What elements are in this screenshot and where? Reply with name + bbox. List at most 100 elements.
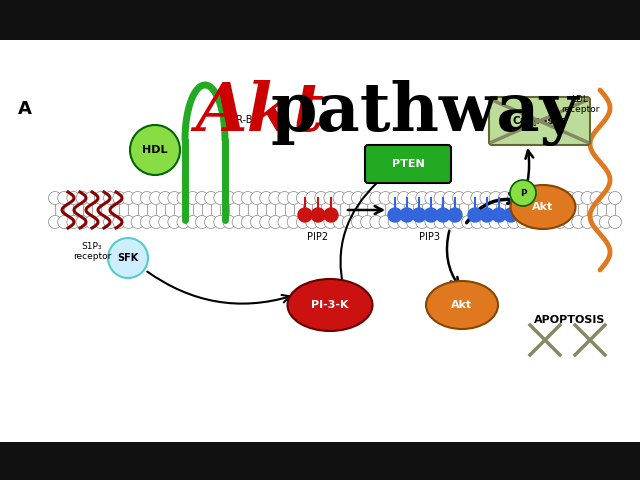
Text: PIP3: PIP3 (419, 232, 440, 242)
Circle shape (448, 208, 462, 222)
Circle shape (305, 192, 319, 204)
Circle shape (351, 216, 364, 228)
Circle shape (260, 192, 273, 204)
Circle shape (150, 216, 163, 228)
Circle shape (130, 125, 180, 175)
Circle shape (590, 216, 603, 228)
Circle shape (333, 216, 346, 228)
Bar (0, 442, 640, 480)
Circle shape (425, 192, 438, 204)
Text: HDL: HDL (142, 145, 168, 155)
Circle shape (599, 216, 612, 228)
Circle shape (214, 216, 227, 228)
Circle shape (452, 216, 465, 228)
Circle shape (360, 216, 374, 228)
Circle shape (342, 216, 355, 228)
Circle shape (416, 192, 429, 204)
Text: A: A (18, 100, 32, 118)
Circle shape (563, 216, 575, 228)
Circle shape (468, 208, 482, 222)
Circle shape (400, 208, 414, 222)
Circle shape (315, 192, 328, 204)
Circle shape (278, 192, 291, 204)
Circle shape (516, 192, 530, 204)
Circle shape (232, 192, 245, 204)
Circle shape (535, 216, 548, 228)
Circle shape (590, 192, 603, 204)
Circle shape (95, 192, 108, 204)
Circle shape (480, 208, 494, 222)
Text: SFK: SFK (117, 253, 139, 263)
Circle shape (499, 192, 511, 204)
Text: P: P (520, 189, 526, 197)
Circle shape (508, 216, 520, 228)
Circle shape (67, 216, 80, 228)
Circle shape (49, 192, 61, 204)
Circle shape (232, 216, 245, 228)
Text: S1P₃
receptor: S1P₃ receptor (73, 242, 111, 262)
Circle shape (260, 216, 273, 228)
FancyBboxPatch shape (489, 97, 590, 145)
Circle shape (131, 216, 144, 228)
Circle shape (205, 216, 218, 228)
Circle shape (269, 216, 282, 228)
Circle shape (49, 216, 61, 228)
Text: Akt: Akt (451, 300, 472, 310)
Circle shape (104, 216, 116, 228)
Circle shape (554, 192, 566, 204)
Circle shape (452, 192, 465, 204)
Circle shape (581, 192, 594, 204)
Circle shape (370, 192, 383, 204)
Circle shape (535, 192, 548, 204)
Circle shape (609, 192, 621, 204)
Circle shape (76, 216, 89, 228)
Circle shape (480, 192, 493, 204)
Circle shape (609, 216, 621, 228)
Circle shape (333, 192, 346, 204)
Circle shape (168, 192, 181, 204)
Circle shape (159, 192, 172, 204)
Circle shape (168, 216, 181, 228)
Circle shape (269, 192, 282, 204)
Circle shape (434, 192, 447, 204)
Circle shape (177, 216, 190, 228)
Circle shape (113, 216, 126, 228)
Circle shape (360, 192, 374, 204)
Circle shape (287, 192, 300, 204)
Circle shape (140, 192, 154, 204)
Circle shape (499, 216, 511, 228)
Circle shape (480, 216, 493, 228)
Circle shape (436, 208, 450, 222)
Circle shape (324, 192, 337, 204)
Circle shape (324, 208, 338, 222)
Circle shape (95, 216, 108, 228)
Circle shape (379, 216, 392, 228)
Circle shape (492, 208, 506, 222)
Text: pathway: pathway (270, 80, 579, 146)
Ellipse shape (426, 281, 498, 329)
Circle shape (388, 216, 401, 228)
Circle shape (516, 216, 530, 228)
Circle shape (296, 216, 309, 228)
Circle shape (397, 216, 410, 228)
Circle shape (412, 208, 426, 222)
Circle shape (296, 192, 309, 204)
Circle shape (406, 192, 420, 204)
Circle shape (599, 192, 612, 204)
Circle shape (544, 192, 557, 204)
Text: Caspases: Caspases (513, 116, 568, 126)
Circle shape (370, 216, 383, 228)
Ellipse shape (287, 279, 372, 331)
Circle shape (250, 192, 264, 204)
Circle shape (416, 216, 429, 228)
Circle shape (516, 208, 530, 222)
Bar (0, 0, 640, 40)
Circle shape (444, 192, 456, 204)
Circle shape (186, 216, 199, 228)
Circle shape (150, 192, 163, 204)
Text: Akt: Akt (195, 80, 324, 145)
Circle shape (581, 216, 594, 228)
Circle shape (504, 208, 518, 222)
Circle shape (298, 208, 312, 222)
Circle shape (85, 192, 98, 204)
